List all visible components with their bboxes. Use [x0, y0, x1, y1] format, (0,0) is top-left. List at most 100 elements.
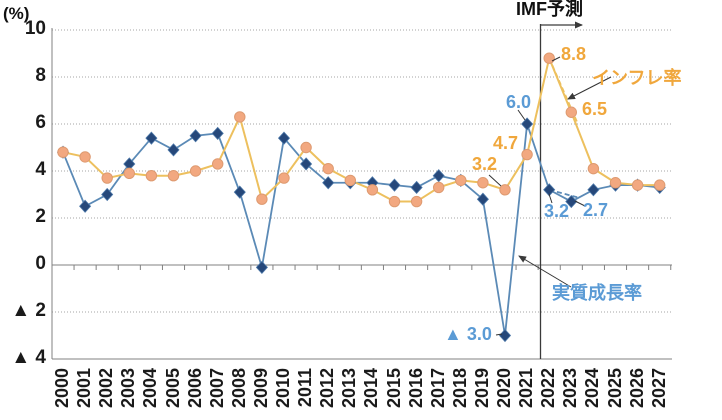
inflation-marker: [145, 170, 158, 182]
y-tick-label-minus4: ▲ 4: [11, 347, 46, 368]
x-tick-label-2007: 2007: [206, 368, 227, 409]
series-label-inflation: インフレ率: [592, 68, 682, 88]
inflation-marker: [79, 151, 91, 163]
y-tick-label-6: 6: [35, 112, 46, 133]
x-tick-label-2005: 2005: [162, 368, 183, 409]
series-label-arrow: [567, 76, 612, 100]
x-tick-label-2026: 2026: [626, 368, 647, 409]
growth-marker: [587, 183, 600, 197]
inflation-marker: [433, 181, 445, 194]
inflation-marker: [189, 165, 202, 177]
annotation-inflation-2022: 8.8: [561, 44, 587, 64]
x-tick-label-2019: 2019: [471, 368, 492, 409]
x-tick-label-2023: 2023: [560, 368, 581, 409]
growth-marker: [410, 180, 423, 195]
series-label-arrow: [518, 255, 572, 288]
inflation-marker: [322, 162, 334, 175]
inflation-marker: [543, 52, 555, 64]
growth-dashed-series-line: [548, 188, 581, 199]
series-label-growth: 実質成長率: [552, 283, 642, 303]
annotation-leader-line: [517, 109, 526, 121]
growth-marker: [322, 176, 335, 190]
inflation-marker: [410, 195, 423, 208]
y-tick-label-4: 4: [35, 159, 46, 180]
x-tick-label-2016: 2016: [405, 368, 426, 409]
inflation-marker: [366, 184, 379, 196]
inflation-marker: [587, 162, 600, 175]
inflation-marker: [565, 106, 577, 118]
x-tick-label-2017: 2017: [427, 368, 448, 409]
growth-marker: [167, 143, 180, 157]
growth-marker: [476, 192, 489, 206]
x-tick-label-2020: 2020: [494, 368, 514, 409]
y-tick-label-10: 10: [24, 18, 46, 39]
annotation-leader-line: [488, 174, 502, 187]
annotation-inflation-2023: 6.5: [582, 99, 608, 119]
inflation-marker: [455, 174, 467, 187]
inflation-series-line: [62, 54, 660, 203]
inflation-marker: [167, 170, 180, 182]
growth-marker: [521, 117, 534, 131]
x-tick-label-2001: 2001: [74, 368, 95, 409]
x-tick-label-2027: 2027: [648, 368, 669, 409]
annotation-inflation-2020: 3.2: [472, 154, 498, 174]
y-tick-label-2: 2: [35, 206, 46, 227]
x-tick-label-2024: 2024: [582, 368, 603, 409]
x-tick-label-2015: 2015: [383, 368, 404, 409]
x-tick-label-2012: 2012: [317, 368, 338, 409]
x-tick-label-2002: 2002: [96, 368, 117, 409]
x-tick-label-2025: 2025: [604, 368, 625, 409]
x-tick-label-2011: 2011: [295, 368, 316, 408]
annotation-inflation-2021: 4.7: [493, 133, 519, 153]
x-tick-label-2013: 2013: [339, 368, 360, 409]
inflation-marker: [388, 195, 401, 208]
x-tick-label-2022: 2022: [538, 368, 559, 409]
y-axis-unit-label: (%): [3, 4, 30, 23]
y-tick-label-minus2: ▲ 2: [11, 300, 46, 321]
inflation-marker: [300, 141, 312, 154]
annotation-growth-2023: 2.7: [583, 200, 609, 220]
annotation-growth-2021: 6.0: [506, 92, 532, 112]
x-tick-label-2021: 2021: [516, 368, 537, 409]
growth-marker: [233, 185, 246, 199]
inflation-marker: [609, 177, 622, 189]
x-tick-label-2010: 2010: [273, 368, 293, 409]
inflation-marker: [57, 146, 69, 158]
y-tick-label-8: 8: [35, 65, 46, 86]
x-tick-label-2003: 2003: [118, 368, 139, 409]
x-tick-label-2014: 2014: [361, 368, 382, 409]
annotation-growth-2020: ▲ 3.0: [444, 324, 492, 344]
growth-marker: [255, 260, 268, 274]
inflation-marker: [234, 111, 246, 123]
inflation-marker: [631, 179, 644, 191]
x-tick-label-2004: 2004: [140, 368, 161, 409]
growth-marker: [432, 169, 445, 183]
inflation-marker: [278, 172, 290, 184]
inflation-marker: [654, 179, 666, 191]
growth-series-line: [62, 123, 660, 336]
annotation-growth-2022: 3.2: [544, 201, 570, 221]
growth-marker: [145, 131, 158, 145]
inflation-marker: [123, 167, 136, 180]
forecast-title: IMF予測: [516, 0, 583, 19]
x-tick-label-2006: 2006: [184, 368, 205, 409]
inflation-marker: [101, 172, 113, 184]
growth-marker: [79, 199, 92, 213]
growth-marker: [101, 187, 114, 202]
growth-marker: [189, 129, 202, 143]
x-tick-label-2008: 2008: [228, 368, 249, 409]
growth-marker: [300, 157, 313, 171]
annotation-leader-line: [548, 193, 553, 204]
annotation-leader-line: [551, 56, 561, 62]
x-tick-label-2009: 2009: [250, 368, 271, 409]
growth-marker: [211, 126, 224, 140]
growth-marker: [388, 178, 401, 192]
inflation-marker: [212, 158, 224, 170]
x-tick-label-2000: 2000: [52, 368, 72, 409]
x-tick-label-2018: 2018: [449, 368, 470, 409]
inflation-marker: [477, 177, 489, 189]
growth-marker: [565, 194, 578, 209]
inflation-marker: [256, 193, 268, 205]
